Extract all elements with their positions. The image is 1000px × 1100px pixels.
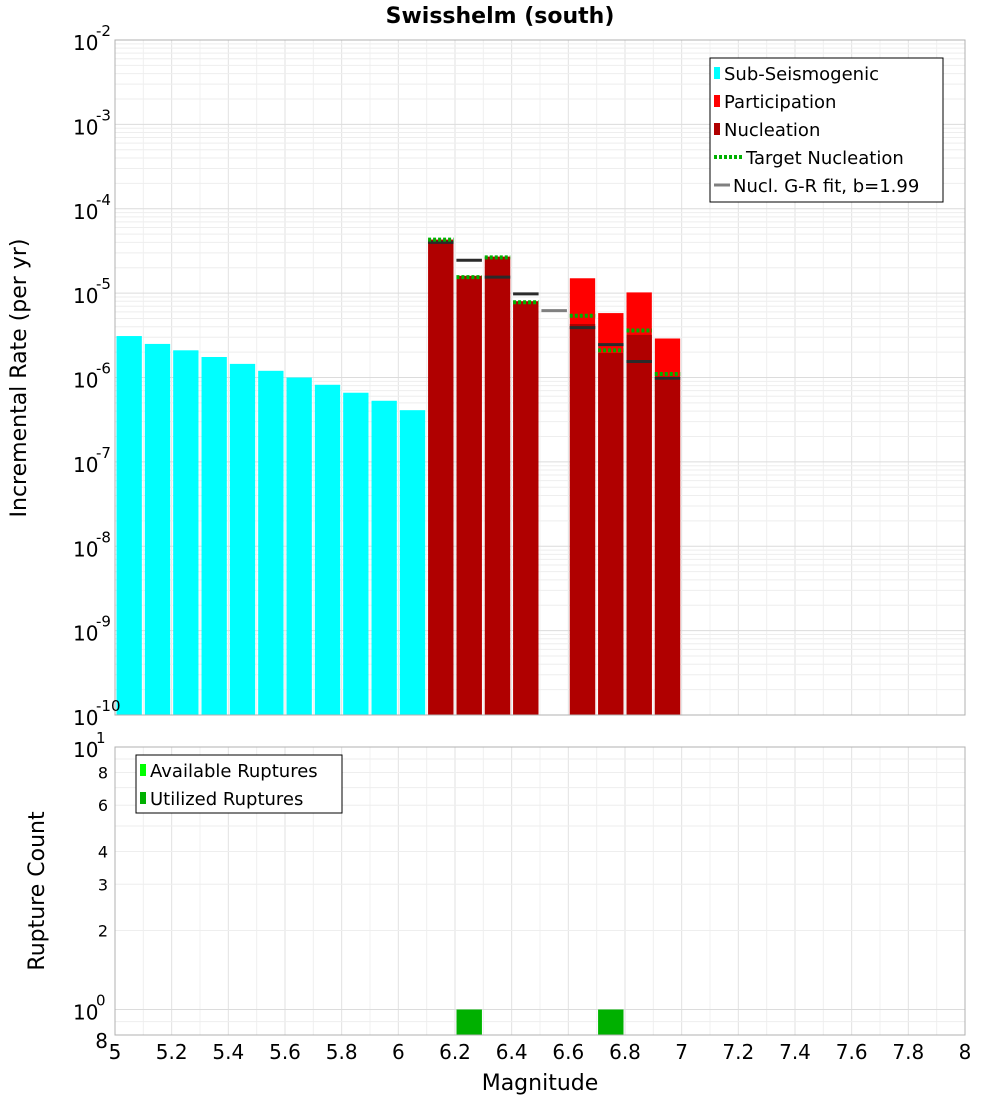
y-tick-minor-label: 8 xyxy=(98,763,108,782)
top-bars xyxy=(116,239,681,716)
bar-nucleation xyxy=(598,353,624,715)
x-tick-label: 7.8 xyxy=(892,1040,924,1064)
y-tick-exponent: -6 xyxy=(96,360,111,378)
x-tick-label: 5.6 xyxy=(269,1040,301,1064)
legend-label-available-ruptures: Available Ruptures xyxy=(150,761,318,782)
top-y-axis-label: Incremental Rate (per yr) xyxy=(7,239,32,518)
bottom-x-ticks: 5 5.2 5.4 5.6 5.8 6 6.2 6.4 6.6 6.8 7 7.2 7.4 7.6 7.8 8 xyxy=(109,1040,972,1064)
top-markers xyxy=(428,237,681,380)
bar-nucleation xyxy=(626,334,652,715)
bar-sub-seismogenic xyxy=(314,384,341,715)
bar-nucleation xyxy=(513,301,539,715)
bar-nucleation xyxy=(456,275,482,715)
bottom-bars xyxy=(456,1009,624,1035)
top-plot-border xyxy=(114,39,966,716)
x-tick-label: 8 xyxy=(959,1040,972,1064)
bar-sub-seismogenic xyxy=(229,363,256,715)
y-tick-exponent: 0 xyxy=(96,992,106,1010)
y-tick-minor-label: 8 xyxy=(95,1029,108,1053)
bar-nucleation xyxy=(654,379,681,715)
bar-sub-seismogenic xyxy=(173,350,199,715)
legend-swatch-participation xyxy=(714,95,720,107)
top-legend-box xyxy=(709,57,944,203)
bar-sub-seismogenic xyxy=(144,343,171,715)
bar-sub-seismogenic xyxy=(201,356,227,715)
y-tick-exponent: 1 xyxy=(96,729,106,747)
y-tick-exponent: -2 xyxy=(96,22,111,40)
y-tick-label: 10 xyxy=(73,453,98,477)
bottom-legend-box xyxy=(135,754,343,814)
y-tick-exponent: -5 xyxy=(96,275,111,293)
y-tick-minor-label: 6 xyxy=(98,796,108,815)
legend-swatch-nucleation xyxy=(714,123,720,135)
y-tick-label: 10 xyxy=(73,706,98,730)
bar-sub-seismogenic xyxy=(258,370,284,715)
bar-sub-seismogenic xyxy=(343,392,369,715)
x-tick-label: 7.6 xyxy=(836,1040,868,1064)
x-tick-label: 5.4 xyxy=(212,1040,244,1064)
y-tick-exponent: -4 xyxy=(96,191,111,209)
bar-sub-seismogenic xyxy=(116,336,142,715)
top-grid xyxy=(115,40,965,716)
x-tick-label: 6.6 xyxy=(552,1040,584,1064)
y-tick-exponent: -10 xyxy=(96,697,121,715)
legend-swatch-utilized-ruptures xyxy=(140,792,146,804)
x-tick-label: 7 xyxy=(675,1040,688,1064)
chart-title: Swisshelm (south) xyxy=(386,4,615,29)
y-tick-label: 10 xyxy=(73,115,98,139)
x-tick-label: 6.8 xyxy=(609,1040,641,1064)
legend-label-participation: Participation xyxy=(724,92,836,113)
y-tick-label: 10 xyxy=(73,738,98,762)
bottom-legend: Available Ruptures Utilized Ruptures xyxy=(135,754,343,814)
x-tick-label: 6.2 xyxy=(439,1040,471,1064)
y-tick-label: 10 xyxy=(73,31,98,55)
bar-nucleation xyxy=(569,324,596,715)
x-axis-label: Magnitude xyxy=(482,1071,599,1096)
legend-swatch-available-ruptures xyxy=(140,764,146,776)
y-tick-exponent: -8 xyxy=(96,528,111,546)
legend-label-nucleation: Nucleation xyxy=(724,120,820,141)
legend-label-sub-seismogenic: Sub-Seismogenic xyxy=(724,64,879,85)
legend-label-target-nucleation: Target Nucleation xyxy=(745,148,904,169)
x-tick-label: 7.2 xyxy=(722,1040,754,1064)
x-tick-label: 7.4 xyxy=(779,1040,811,1064)
x-tick-label: 5.2 xyxy=(156,1040,188,1064)
bar-utilized-ruptures xyxy=(456,1009,482,1035)
bottom-y-axis-label: Rupture Count xyxy=(25,811,50,971)
y-tick-minor-label: 2 xyxy=(98,922,108,941)
x-tick-label: 6.4 xyxy=(496,1040,528,1064)
y-tick-label: 10 xyxy=(73,1001,98,1025)
y-tick-label: 10 xyxy=(73,622,98,646)
bar-nucleation xyxy=(484,256,511,715)
legend-label-gr-fit: Nucl. G-R fit, b=1.99 xyxy=(733,176,919,197)
y-tick-exponent: -9 xyxy=(96,613,111,631)
bar-nucleation xyxy=(428,239,454,716)
bottom-plot-border xyxy=(114,746,966,1036)
bar-utilized-ruptures xyxy=(598,1009,624,1035)
y-tick-label: 10 xyxy=(73,284,98,308)
y-tick-exponent: -7 xyxy=(96,444,111,462)
y-tick-label: 10 xyxy=(73,200,98,224)
top-legend: Sub-Seismogenic Participation Nucleation… xyxy=(709,57,944,203)
bar-sub-seismogenic xyxy=(286,377,312,715)
legend-label-utilized-ruptures: Utilized Ruptures xyxy=(150,789,303,810)
legend-swatch-sub-seismogenic xyxy=(714,67,720,79)
y-tick-exponent: -3 xyxy=(96,106,111,124)
y-tick-minor-label: 4 xyxy=(98,842,108,861)
x-tick-label: 5.8 xyxy=(326,1040,358,1064)
y-tick-label: 10 xyxy=(73,537,98,561)
x-tick-label: 5 xyxy=(109,1040,122,1064)
bar-sub-seismogenic xyxy=(371,400,397,715)
y-tick-label: 10 xyxy=(73,369,98,393)
bar-sub-seismogenic xyxy=(399,410,426,715)
y-tick-minor-label: 3 xyxy=(98,875,108,894)
x-tick-label: 6 xyxy=(392,1040,405,1064)
